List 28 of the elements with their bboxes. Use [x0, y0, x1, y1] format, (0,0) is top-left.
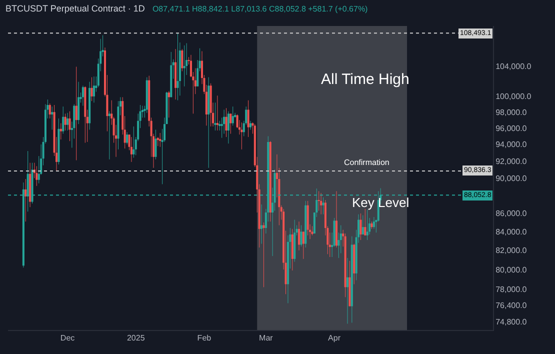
- annotation: Confirmation: [344, 158, 390, 167]
- candlestick: [322, 197, 324, 215]
- y-tick-label: 86,000.0: [496, 209, 528, 218]
- y-tick-label: 96,000.0: [496, 124, 528, 133]
- y-tick-label: 74,800.0: [496, 317, 528, 326]
- y-tick-label: 94,000.0: [496, 140, 528, 150]
- y-tick-label: 80,000.0: [496, 265, 528, 274]
- chart-subtitle: O87,471.1 H88,842.1 L87,013.6 C88,052.8 +581.7 (+0.67%): [152, 4, 368, 14]
- candlestick: [225, 108, 228, 138]
- y-tick-label: 76,400.0: [496, 301, 528, 310]
- annotation: All Time High: [321, 71, 410, 88]
- y-tick-label: 98,000.0: [496, 108, 528, 117]
- x-tick-label: Dec: [60, 334, 75, 343]
- y-tick-label: 90,000.0: [496, 174, 528, 183]
- y-tick-label: 84,000.0: [496, 227, 528, 236]
- y-tick-label: 92,000.0: [496, 156, 528, 166]
- y-tick-label: 78,000.0: [496, 284, 528, 294]
- x-tick-label: Mar: [259, 334, 274, 343]
- x-tick-label: Apr: [328, 334, 341, 343]
- candlestick: [176, 32, 179, 101]
- y-tick-label: 82,000.0: [496, 246, 528, 256]
- x-tick-label: 2025: [126, 334, 146, 343]
- candlestick: [370, 221, 373, 230]
- x-tick-label: Feb: [197, 334, 212, 343]
- annotation: Key Level: [352, 195, 410, 210]
- y-tick-label: 104,000.0: [496, 62, 532, 71]
- y-tick-label: 100,000.0: [496, 92, 532, 102]
- chart-title: BTCUSDT Perpetual Contract · 1D: [6, 4, 145, 14]
